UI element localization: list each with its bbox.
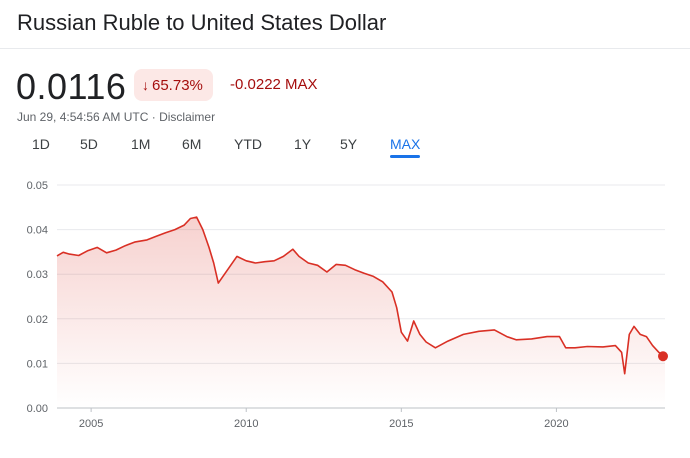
arrow-down-icon: ↓ xyxy=(142,77,149,93)
y-tick-label: 0.04 xyxy=(27,225,48,237)
absolute-change: -0.0222 MAX xyxy=(230,76,318,93)
percent-change-value: 65.73% xyxy=(152,76,203,94)
y-tick-label: 0.03 xyxy=(27,269,48,281)
y-tick-label: 0.05 xyxy=(27,180,48,192)
price-line xyxy=(56,216,666,375)
tab-5y[interactable]: 5Y xyxy=(340,136,358,152)
x-tick-label: 2010 xyxy=(234,418,258,430)
tab-6m[interactable]: 6M xyxy=(182,136,202,152)
tab-5d[interactable]: 5D xyxy=(80,136,98,152)
y-tick-label: 0.01 xyxy=(27,358,48,370)
y-axis: 0.00 0.01 0.02 0.03 0.04 0.05 xyxy=(27,180,48,415)
x-axis: 2005 2010 2015 2020 xyxy=(79,408,569,430)
x-tick-label: 2015 xyxy=(389,418,413,430)
tab-1d[interactable]: 1D xyxy=(32,136,50,152)
header-divider xyxy=(0,48,690,49)
current-value-dot xyxy=(658,351,668,362)
percent-change-badge: ↓ 65.73% xyxy=(134,69,213,101)
y-tick-label: 0.00 xyxy=(27,403,48,415)
active-tab-indicator xyxy=(390,155,421,158)
price-chart[interactable]: 0.00 0.01 0.02 0.03 0.04 0.05 2005 2010 2015 202… xyxy=(0,170,690,450)
current-price: 0.0116 xyxy=(16,66,127,107)
y-tick-label: 0.02 xyxy=(27,314,48,326)
tab-ytd[interactable]: YTD xyxy=(234,136,262,152)
tab-max[interactable]: MAX xyxy=(390,136,421,158)
x-tick-label: 2005 xyxy=(79,418,103,430)
price-area xyxy=(57,217,665,408)
quote-timestamp: Jun 29, 4:54:56 AM UTC · Disclaimer xyxy=(17,110,216,124)
x-tick-label: 2020 xyxy=(544,418,568,430)
tab-1y[interactable]: 1Y xyxy=(294,136,312,152)
page-title: Russian Ruble to United States Dollar xyxy=(17,10,387,35)
tab-1m[interactable]: 1M xyxy=(131,136,151,152)
